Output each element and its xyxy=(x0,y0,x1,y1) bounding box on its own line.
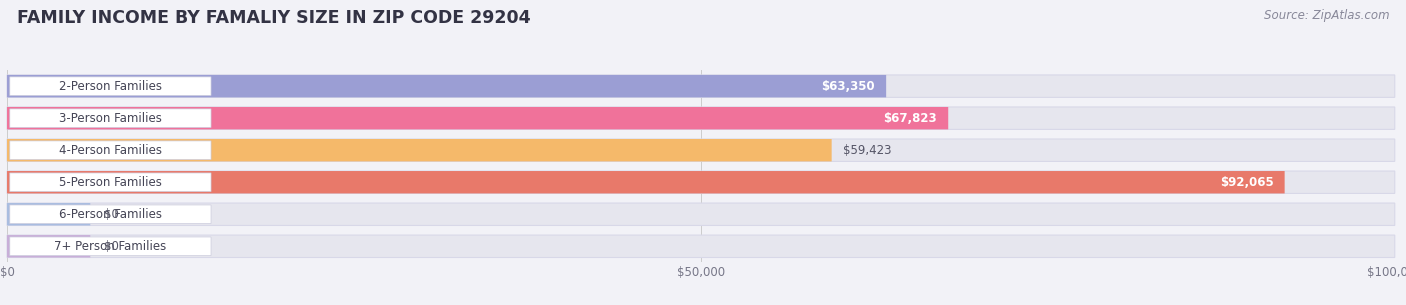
Text: $67,823: $67,823 xyxy=(883,112,938,125)
FancyBboxPatch shape xyxy=(7,139,832,161)
Text: 7+ Person Families: 7+ Person Families xyxy=(55,240,166,253)
Text: Source: ZipAtlas.com: Source: ZipAtlas.com xyxy=(1264,9,1389,22)
FancyBboxPatch shape xyxy=(10,173,211,192)
FancyBboxPatch shape xyxy=(10,77,211,95)
Text: 5-Person Families: 5-Person Families xyxy=(59,176,162,189)
Text: $0: $0 xyxy=(104,240,120,253)
FancyBboxPatch shape xyxy=(7,75,1395,97)
FancyBboxPatch shape xyxy=(7,235,90,257)
Text: $59,423: $59,423 xyxy=(842,144,891,157)
FancyBboxPatch shape xyxy=(7,171,1285,193)
Text: $92,065: $92,065 xyxy=(1220,176,1274,189)
Text: $63,350: $63,350 xyxy=(821,80,875,93)
Text: 4-Person Families: 4-Person Families xyxy=(59,144,162,157)
Text: FAMILY INCOME BY FAMALIY SIZE IN ZIP CODE 29204: FAMILY INCOME BY FAMALIY SIZE IN ZIP COD… xyxy=(17,9,530,27)
FancyBboxPatch shape xyxy=(7,171,1395,193)
FancyBboxPatch shape xyxy=(7,139,1395,161)
Text: $0: $0 xyxy=(104,208,120,221)
FancyBboxPatch shape xyxy=(7,107,948,129)
FancyBboxPatch shape xyxy=(7,75,886,97)
FancyBboxPatch shape xyxy=(10,141,211,160)
Text: 3-Person Families: 3-Person Families xyxy=(59,112,162,125)
FancyBboxPatch shape xyxy=(10,109,211,127)
FancyBboxPatch shape xyxy=(7,107,1395,129)
FancyBboxPatch shape xyxy=(10,205,211,224)
FancyBboxPatch shape xyxy=(7,203,90,225)
FancyBboxPatch shape xyxy=(7,203,1395,225)
FancyBboxPatch shape xyxy=(7,235,1395,257)
Text: 2-Person Families: 2-Person Families xyxy=(59,80,162,93)
Text: 6-Person Families: 6-Person Families xyxy=(59,208,162,221)
FancyBboxPatch shape xyxy=(10,237,211,256)
